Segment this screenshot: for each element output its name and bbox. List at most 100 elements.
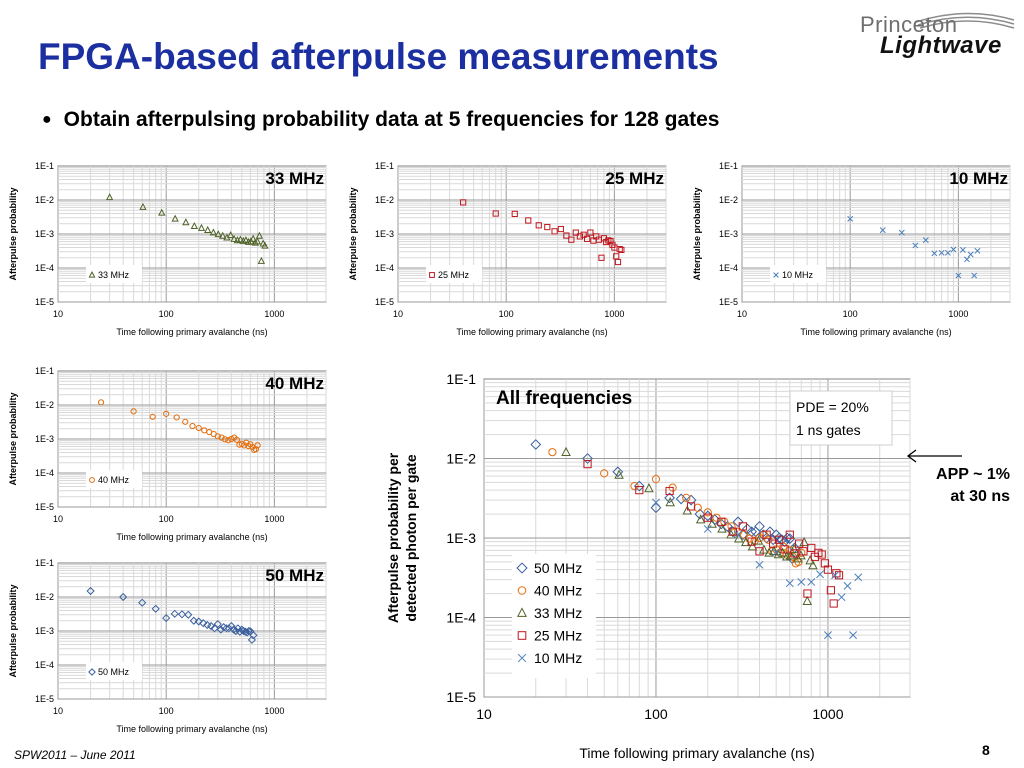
chart-title: 25 MHz <box>605 169 664 188</box>
data-point <box>535 222 542 229</box>
data-point <box>170 609 179 618</box>
data-point <box>229 625 238 634</box>
data-point <box>820 559 829 568</box>
series-10-mhz <box>847 215 981 279</box>
y-tick-label: 1E-1 <box>719 161 738 171</box>
data-point <box>703 513 712 522</box>
x-tick-label: 100 <box>159 309 174 319</box>
data-point <box>823 631 832 640</box>
legend-label: 10 MHz <box>534 650 582 666</box>
legend-marker-icon <box>88 271 96 278</box>
data-point <box>780 545 789 554</box>
data-point <box>754 520 765 532</box>
data-point <box>557 225 564 233</box>
data-point <box>799 537 809 547</box>
y-tick-label: 1E-3 <box>719 229 738 239</box>
data-point <box>607 237 614 245</box>
data-point <box>247 635 257 644</box>
data-point <box>775 535 784 544</box>
legend-marker-icon <box>89 477 95 483</box>
data-point <box>739 530 749 539</box>
data-point <box>261 241 269 249</box>
y-tick-label: 1E-3 <box>35 626 54 636</box>
y-tick-label: 1E-2 <box>719 195 738 205</box>
y-axis-label: Afterpulse probability per <box>385 452 401 623</box>
data-point <box>243 628 252 637</box>
data-point <box>255 231 264 239</box>
series-50-mhz <box>86 586 258 644</box>
data-point <box>206 621 216 631</box>
data-point <box>816 570 825 579</box>
data-point <box>675 493 687 505</box>
data-point <box>759 544 769 554</box>
data-point <box>194 617 203 626</box>
data-point <box>652 498 660 507</box>
x-tick-label: 1000 <box>812 706 843 722</box>
data-point <box>197 223 206 231</box>
legend-label: 33 MHz <box>98 270 130 280</box>
data-point <box>644 483 654 493</box>
legend-marker-icon <box>516 562 528 574</box>
chart-50mhz: 1E-5 1E-4 1E-3 1E-2 1E-1 10 100 1000 Time follow… <box>8 558 327 734</box>
data-point <box>837 593 846 602</box>
data-point <box>808 560 818 570</box>
y-tick-label: 1E-2 <box>446 450 476 466</box>
data-point <box>790 549 799 558</box>
series-25-mhz <box>583 460 844 608</box>
x-axis-label: Time following primary avalanche (ns) <box>116 724 267 734</box>
data-point <box>249 234 257 242</box>
data-point <box>189 616 198 625</box>
data-point <box>119 592 128 602</box>
data-point <box>728 527 737 536</box>
data-point <box>245 442 252 450</box>
y-tick-label: 1E-3 <box>35 434 54 444</box>
data-point <box>224 624 234 633</box>
x-tick-label: 10 <box>53 309 63 319</box>
data-point <box>803 589 812 598</box>
logo-swoosh-icon <box>915 12 1015 29</box>
series-33-mhz <box>105 193 269 264</box>
data-point <box>225 437 232 444</box>
y-tick-label: 1E-1 <box>446 371 476 387</box>
data-point <box>707 518 717 528</box>
data-point <box>755 560 764 569</box>
data-point <box>184 610 193 619</box>
data-point <box>879 227 886 234</box>
chart-title: 10 MHz <box>949 169 1008 188</box>
data-point <box>682 493 691 502</box>
footer-text: SPW2011 – June 2011 <box>14 748 136 762</box>
data-point <box>789 543 799 554</box>
data-point <box>130 408 137 415</box>
app-annotation-line2: at 30 ns <box>950 488 1010 505</box>
data-point <box>587 229 594 236</box>
data-point <box>616 245 623 253</box>
annotation-gate-width: 1 ns gates <box>796 422 861 438</box>
legend-box <box>426 265 482 283</box>
data-point <box>214 433 221 440</box>
y-tick-label: 1E-1 <box>375 161 394 171</box>
data-point <box>162 613 171 623</box>
data-point <box>746 526 758 538</box>
data-point <box>959 246 966 253</box>
data-point <box>799 547 808 556</box>
data-point <box>635 486 644 495</box>
x-axis-label: Time following primary avalanche (ns) <box>116 327 267 337</box>
chart-title: All frequencies <box>496 388 632 409</box>
arrow-left-icon <box>906 449 962 463</box>
x-tick-label: 100 <box>644 706 668 722</box>
series-10-mhz <box>652 498 863 640</box>
y-tick-label: 1E-4 <box>35 660 54 670</box>
x-tick-label: 10 <box>737 309 747 319</box>
slide-title: FPGA-based afterpulse measurements <box>38 36 719 77</box>
x-tick-label: 1000 <box>604 309 624 319</box>
chart-25mhz: 1E-5 1E-4 1E-3 1E-2 1E-1 10 100 1000 Time follow… <box>348 161 667 337</box>
data-point <box>802 595 813 606</box>
data-point <box>235 627 244 636</box>
y-tick-label: 1E-2 <box>35 400 54 410</box>
data-point <box>171 214 179 222</box>
x-tick-label: 1000 <box>264 514 284 524</box>
data-point <box>257 256 266 264</box>
x-axis-label: Time following primary avalanche (ns) <box>800 327 951 337</box>
data-point <box>955 272 962 279</box>
data-point <box>151 604 160 613</box>
